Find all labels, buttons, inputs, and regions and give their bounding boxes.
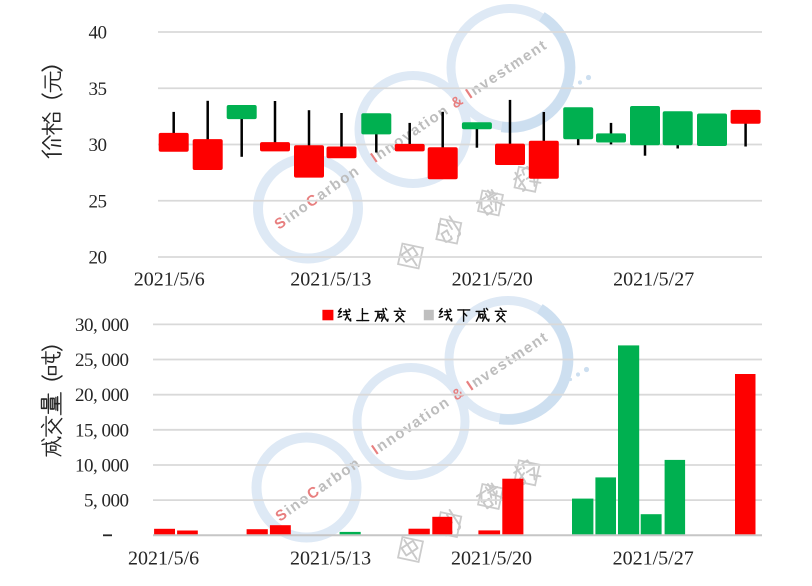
- svg-text:5, 000: 5, 000: [84, 491, 129, 512]
- svg-text:2021/5/6: 2021/5/6: [134, 269, 205, 291]
- svg-text:25, 000: 25, 000: [75, 350, 129, 371]
- svg-text:30, 000: 30, 000: [75, 315, 129, 336]
- svg-text:2021/5/27: 2021/5/27: [613, 548, 694, 570]
- svg-text:40: 40: [89, 23, 107, 44]
- svg-text:2021/5/13: 2021/5/13: [290, 548, 371, 570]
- svg-text:2021/5/27: 2021/5/27: [613, 269, 694, 291]
- svg-text:2021/5/13: 2021/5/13: [290, 269, 371, 291]
- svg-text:30: 30: [89, 135, 107, 156]
- svg-text:10, 000: 10, 000: [75, 456, 129, 477]
- svg-text:25: 25: [89, 191, 107, 212]
- svg-text:2021/5/20: 2021/5/20: [451, 548, 532, 570]
- svg-text:2021/5/20: 2021/5/20: [452, 269, 533, 291]
- svg-text:2021/5/6: 2021/5/6: [128, 548, 199, 570]
- svg-text:35: 35: [89, 79, 107, 100]
- svg-text:20: 20: [89, 248, 107, 269]
- svg-text:15, 000: 15, 000: [75, 420, 129, 441]
- svg-text:20, 000: 20, 000: [75, 385, 129, 406]
